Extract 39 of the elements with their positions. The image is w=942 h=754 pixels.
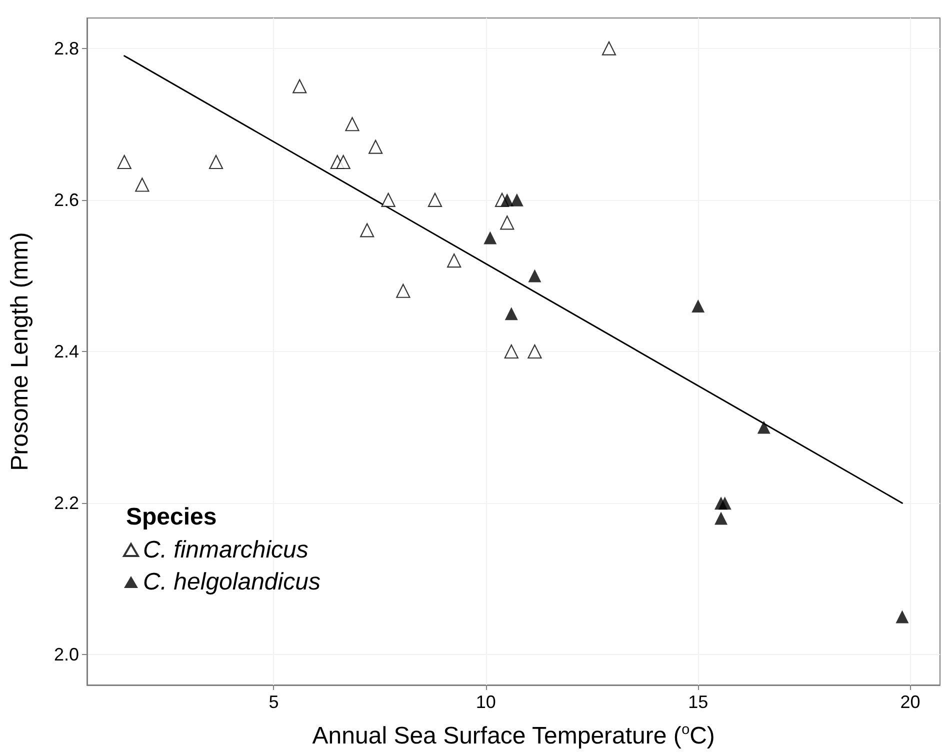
point [528, 344, 542, 359]
point [504, 307, 518, 320]
point [718, 496, 732, 510]
point [428, 192, 442, 207]
point [368, 140, 383, 154]
y-tick-label: 2.8 [54, 38, 79, 58]
y-axis-title: Prosome Length (mm) [6, 232, 34, 471]
legend-label: C. finmarchicus [143, 536, 308, 564]
point [208, 154, 224, 170]
legend-label: C. helgolandicus [143, 568, 320, 596]
x-tick-label: 15 [688, 692, 708, 712]
point [714, 512, 728, 525]
point [692, 300, 705, 313]
point [292, 79, 307, 94]
point [896, 610, 909, 624]
point [135, 178, 150, 192]
point [345, 117, 360, 132]
point [381, 192, 396, 207]
point [484, 231, 497, 244]
y-tick-label: 2.4 [54, 342, 79, 362]
x-tick-label: 10 [476, 692, 496, 712]
point [500, 193, 514, 206]
y-tick-label: 2.2 [54, 493, 79, 514]
point [360, 223, 374, 238]
point [504, 344, 518, 359]
point [336, 154, 350, 170]
x-tick-label: 5 [268, 692, 279, 712]
y-tick-label: 2.0 [54, 644, 79, 665]
point [500, 216, 514, 230]
point [447, 253, 462, 268]
point [117, 154, 132, 170]
x-tick-label: 20 [900, 692, 920, 712]
point [396, 284, 410, 298]
point [528, 269, 542, 282]
y-tick-label: 2.6 [54, 190, 79, 210]
point [510, 193, 524, 206]
legend-title: Species [126, 504, 217, 530]
point [757, 420, 770, 434]
point [602, 41, 616, 56]
